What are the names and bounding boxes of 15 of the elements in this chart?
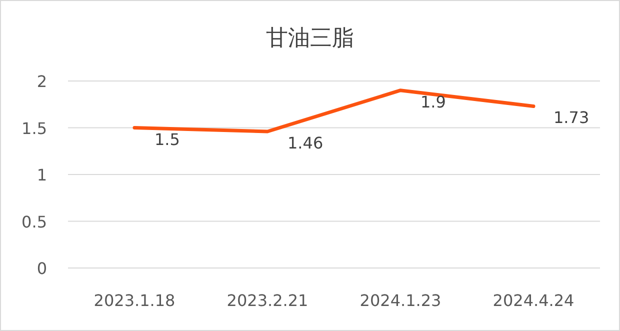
y-tick-label: 0 (36, 259, 47, 278)
x-tick-label: 2024.4.24 (492, 291, 574, 310)
x-tick-label: 2023.1.18 (94, 291, 176, 310)
y-tick-label: 0.5 (22, 212, 47, 232)
data-label: 1.46 (288, 133, 324, 152)
line-series (132, 88, 536, 134)
title: 甘油三脂 (266, 26, 354, 51)
x-tick-label: 2024.1.23 (360, 291, 442, 310)
y-tick-label: 2 (36, 72, 47, 91)
data-label: 1.5 (154, 130, 180, 149)
y-tick-label: 1.5 (22, 118, 47, 138)
y-tick-label: 1 (36, 166, 47, 184)
data-label: 1.73 (554, 108, 590, 128)
x-tick-label: 2023.2.21 (226, 291, 308, 310)
data-label: 1.9 (420, 92, 446, 112)
